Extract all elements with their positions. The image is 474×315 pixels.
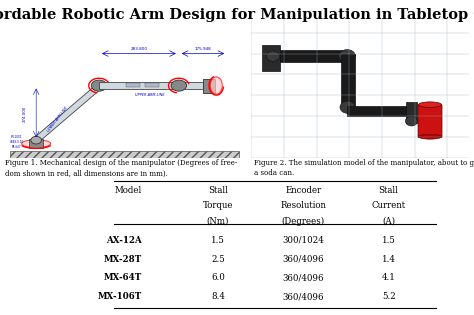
Text: Resolution: Resolution [281,201,326,210]
Bar [9,151,239,158]
Ellipse shape [22,140,51,147]
Bar [145,83,159,87]
Bar [29,139,44,148]
Text: LOWER ARM-LINK: LOWER ARM-LINK [47,106,69,133]
Text: UPPER ARM-LINK: UPPER ARM-LINK [135,93,164,97]
Bar [406,102,417,123]
Text: (A): (A) [382,217,395,226]
Text: Model: Model [115,186,142,195]
Circle shape [266,51,280,61]
Polygon shape [99,82,203,89]
Circle shape [339,49,356,63]
Polygon shape [31,87,104,140]
Text: 6.0: 6.0 [211,273,225,283]
Text: (Degrees): (Degrees) [282,217,325,226]
Text: a soda can.: a soda can. [254,169,294,177]
Circle shape [405,116,418,126]
Text: PA-647: PA-647 [12,145,22,149]
Bar [341,54,355,109]
Text: Current: Current [372,201,406,210]
Text: MX-28T: MX-28T [104,255,142,264]
Bar [126,83,140,87]
Ellipse shape [419,134,441,139]
Text: AX-12A: AX-12A [107,236,142,245]
Text: (Nm): (Nm) [207,217,229,226]
Bar [203,79,215,93]
Text: 360/4096: 360/4096 [283,292,324,301]
Bar [273,50,349,62]
Text: 360/4096: 360/4096 [283,255,324,264]
FancyBboxPatch shape [418,105,442,138]
Text: 274.000: 274.000 [22,106,27,122]
Text: dom shown in red, all dimensions are in mm).: dom shown in red, all dimensions are in … [5,169,168,177]
Text: 1.5: 1.5 [211,236,225,245]
Bar [262,45,280,71]
Text: 283.800: 283.800 [130,48,147,51]
Text: An Affordable Robotic Arm Design for Manipulation in Tabletop Clutter: An Affordable Robotic Arm Design for Man… [0,8,474,22]
Text: Figure 2. The simulation model of the manipulator, about to grasp: Figure 2. The simulation model of the ma… [254,159,474,167]
Text: 5.2: 5.2 [382,292,396,301]
Text: Stall: Stall [379,186,399,195]
Text: 1.4: 1.4 [382,255,396,264]
Text: 175.948: 175.948 [195,48,211,51]
Ellipse shape [419,102,441,107]
Text: 360/4096: 360/4096 [283,273,324,283]
Text: Torque: Torque [203,201,233,210]
Text: 1.5: 1.5 [382,236,396,245]
Text: MX-106T: MX-106T [98,292,142,301]
Text: 8.4: 8.4 [211,292,225,301]
Circle shape [31,136,42,144]
Text: MX-64T: MX-64T [104,273,142,283]
Text: PH-10X1
CRES-0.10: PH-10X1 CRES-0.10 [10,135,24,144]
Circle shape [340,101,355,113]
Text: Stall: Stall [208,186,228,195]
Circle shape [91,80,107,91]
Text: Figure 1. Mechanical design of the manipulator (Degrees of free-: Figure 1. Mechanical design of the manip… [5,159,237,167]
Bar [347,106,408,116]
Text: Encoder: Encoder [285,186,321,195]
Ellipse shape [210,77,222,94]
Text: 4.1: 4.1 [382,273,396,283]
Text: 300/1024: 300/1024 [283,236,324,245]
Text: 2.5: 2.5 [211,255,225,264]
Circle shape [171,80,187,91]
